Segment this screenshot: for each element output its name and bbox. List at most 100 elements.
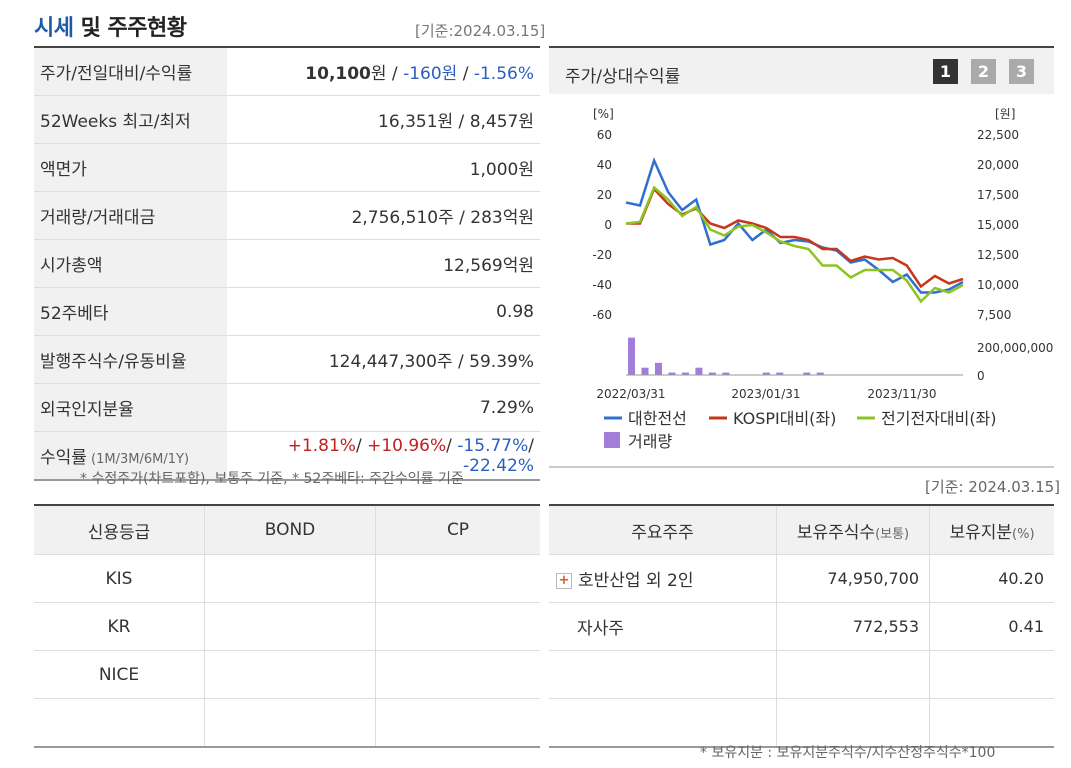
sep: / bbox=[446, 435, 458, 456]
volume-bar bbox=[816, 372, 824, 375]
row-value: 2,756,510주 / 283억원 bbox=[227, 191, 540, 240]
volume-bar bbox=[681, 372, 689, 375]
chart-title: 주가/상대수익률 bbox=[565, 67, 681, 87]
row-value: 1,000원 bbox=[227, 143, 540, 192]
legend-swatch bbox=[604, 432, 620, 448]
return-1m: +1.81% bbox=[287, 435, 356, 456]
row-label: 52Weeks 최고/최저 bbox=[34, 95, 227, 144]
return-1y: -22.42% bbox=[463, 455, 534, 476]
col-header: CP bbox=[375, 505, 540, 555]
expand-icon[interactable]: + bbox=[556, 573, 572, 589]
cell: KR bbox=[34, 602, 205, 651]
table-row: NICE bbox=[34, 650, 540, 699]
table-row: 수익률 (1M/3M/6M/1Y) +1.81%/ +10.96%/ -15.7… bbox=[34, 431, 540, 481]
y-right-tick: 7,500 bbox=[977, 308, 1011, 322]
rate: -1.56% bbox=[473, 64, 534, 84]
change: -160원 bbox=[403, 64, 458, 84]
volume-bar bbox=[695, 367, 703, 375]
y-left-tick: -60 bbox=[592, 308, 612, 322]
vol-tick: 0 bbox=[977, 369, 985, 383]
row-value: 16,351원 / 8,457원 bbox=[227, 95, 540, 144]
table-row: 발행주식수/유동비율 124,447,300주 / 59.39% bbox=[34, 335, 540, 384]
row-value: 10,100원 / -160원 / -1.56% bbox=[227, 47, 540, 96]
cell bbox=[34, 698, 205, 748]
cell bbox=[375, 602, 540, 651]
y-right-unit: [원] bbox=[995, 107, 1015, 121]
col-header: 보유지분(%) bbox=[929, 505, 1054, 555]
volume-bar bbox=[668, 372, 676, 375]
shareholder-name: + 호반산업 외 2인 bbox=[549, 554, 777, 603]
cell bbox=[375, 698, 540, 748]
col-header-text: 보유지분 bbox=[949, 522, 1013, 543]
pct: 0.41 bbox=[929, 602, 1054, 651]
volume-bar bbox=[708, 372, 716, 375]
y-left-tick: 20 bbox=[597, 188, 612, 202]
cell bbox=[204, 554, 376, 603]
table-row: 외국인지분율 7.29% bbox=[34, 383, 540, 432]
legend-label: 전기전자대비(좌) bbox=[881, 409, 997, 428]
y-right-tick: 10,000 bbox=[977, 278, 1019, 292]
row-value: 7.29% bbox=[227, 383, 540, 432]
table-row: 거래량/거래대금 2,756,510주 / 283억원 bbox=[34, 191, 540, 240]
table-row: KR bbox=[34, 602, 540, 651]
shareholder-name bbox=[549, 650, 777, 699]
cell: KIS bbox=[34, 554, 205, 603]
table-row: 주가/전일대비/수익률 10,100원 / -160원 / -1.56% bbox=[34, 47, 540, 96]
chart-header bbox=[549, 46, 1054, 94]
market-table: 주가/전일대비/수익률 10,100원 / -160원 / -1.56% 52W… bbox=[34, 46, 540, 481]
volume-bar bbox=[762, 372, 770, 375]
shares bbox=[776, 650, 930, 699]
pct bbox=[929, 650, 1054, 699]
sep: / bbox=[386, 64, 404, 84]
name-text: 호반산업 외 2인 bbox=[578, 571, 694, 591]
table-row: 액면가 1,000원 bbox=[34, 143, 540, 192]
row-label: 액면가 bbox=[34, 143, 227, 192]
shares: 74,950,700 bbox=[776, 554, 930, 603]
x-tick: 2023/11/30 bbox=[867, 387, 936, 401]
credit-table: 신용등급 BOND CP KIS KR NICE bbox=[34, 504, 540, 748]
volume-bar bbox=[641, 367, 649, 375]
row-label: 거래량/거래대금 bbox=[34, 191, 227, 240]
row-label: 발행주식수/유동비율 bbox=[34, 335, 227, 384]
cell bbox=[204, 602, 376, 651]
y-right-tick: 20,000 bbox=[977, 158, 1019, 172]
row-value: 12,569억원 bbox=[227, 239, 540, 288]
chart-page-1-button[interactable]: 1 bbox=[933, 59, 958, 84]
divider bbox=[549, 466, 1054, 468]
return-label: 수익률 bbox=[40, 448, 87, 468]
return-label-sub: (1M/3M/6M/1Y) bbox=[86, 452, 190, 467]
sep: / bbox=[355, 435, 368, 456]
table-row: 자사주 772,553 0.41 bbox=[549, 602, 1054, 651]
sep: / bbox=[457, 64, 474, 84]
volume-bar bbox=[776, 372, 784, 375]
col-header-sub: (보통) bbox=[875, 526, 910, 542]
base-date: [기준:2024.03.15] bbox=[415, 22, 546, 40]
table-row bbox=[34, 698, 540, 748]
row-label: 시가총액 bbox=[34, 239, 227, 288]
table-header: 주요주주 보유주식수(보통) 보유지분(%) bbox=[549, 505, 1054, 555]
cell bbox=[375, 554, 540, 603]
volume-bar bbox=[722, 372, 730, 375]
col-header-text: 보유주식수 bbox=[796, 522, 876, 543]
chart-page-2-button[interactable]: 2 bbox=[971, 59, 996, 84]
table-row: KIS bbox=[34, 554, 540, 603]
row-value: +1.81%/ +10.96%/ -15.77%/ -22.42% bbox=[227, 431, 540, 481]
table-row bbox=[549, 698, 1054, 748]
chart-page-3-button[interactable]: 3 bbox=[1009, 59, 1034, 84]
market-note: * 수정주가(차트포함), 보통주 기준, * 52주베타: 주간수익률 기준 bbox=[80, 471, 464, 487]
pct bbox=[929, 698, 1054, 748]
col-header-sub: (%) bbox=[1012, 526, 1035, 542]
col-header: 신용등급 bbox=[34, 505, 205, 555]
shares: 772,553 bbox=[776, 602, 930, 651]
price-unit: 원 bbox=[370, 64, 387, 84]
return-6m: -15.77% bbox=[457, 435, 529, 456]
table-header: 신용등급 BOND CP bbox=[34, 505, 540, 555]
price: 10,100 bbox=[305, 64, 371, 84]
y-left-tick: 0 bbox=[604, 218, 612, 232]
pct: 40.20 bbox=[929, 554, 1054, 603]
x-tick: 2022/03/31 bbox=[596, 387, 665, 401]
legend-label: 대한전선 bbox=[628, 409, 687, 428]
sep: / bbox=[528, 435, 534, 456]
legend-label: 거래량 bbox=[628, 432, 672, 451]
col-header: BOND bbox=[204, 505, 376, 555]
